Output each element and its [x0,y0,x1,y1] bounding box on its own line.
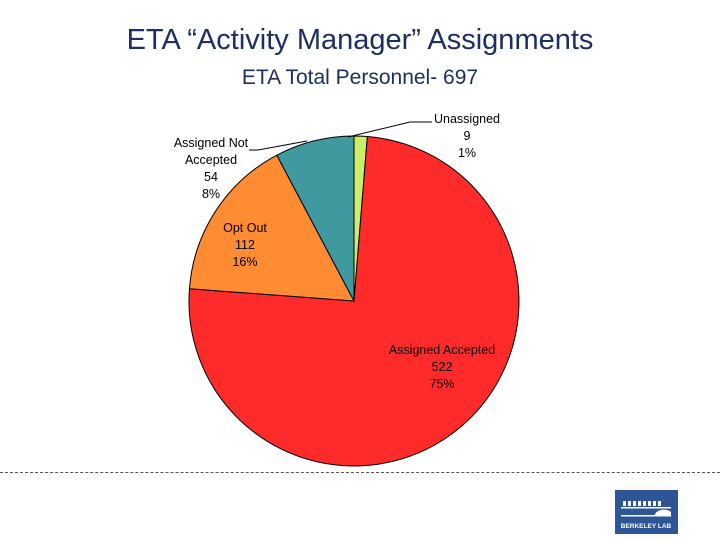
label-accepted-name: Assigned Accepted [389,343,495,357]
svg-text:BERKELEY LAB: BERKELEY LAB [621,523,672,530]
label-opt-out-name: Opt Out [223,221,267,235]
leader-lines [249,121,432,151]
label-opt-out-value: 112 [235,238,255,252]
berkeley-lab-logo-graphic: BERKELEY LAB [621,501,672,530]
label-not-accepted-name-1: Assigned Not [174,136,249,150]
slice-opt-out [188,154,355,302]
footer-divider [0,472,720,473]
label-not-accepted-value: 54 [204,170,218,184]
leader-line-unassigned [347,121,432,138]
label-not-accepted-percent: 8% [202,187,220,201]
label-opt-out-percent: 16% [232,255,257,269]
page-title: ETA “Activity Manager” Assignments [126,24,594,56]
label-unassigned-value: 9 [464,129,471,143]
berkeley-lab-logo: BERKELEY LAB [615,490,678,534]
label-unassigned-percent: 1% [458,146,476,160]
leader-line-not-accepted [249,140,308,151]
chart-subtitle: ETA Total Personnel- 697 [241,66,479,89]
label-unassigned-name: Unassigned [434,112,500,126]
label-not-accepted-name-2: Accepted [185,153,237,167]
pie-slices [188,135,520,467]
label-accepted-percent: 75% [429,377,454,391]
label-accepted-value: 522 [432,360,453,374]
